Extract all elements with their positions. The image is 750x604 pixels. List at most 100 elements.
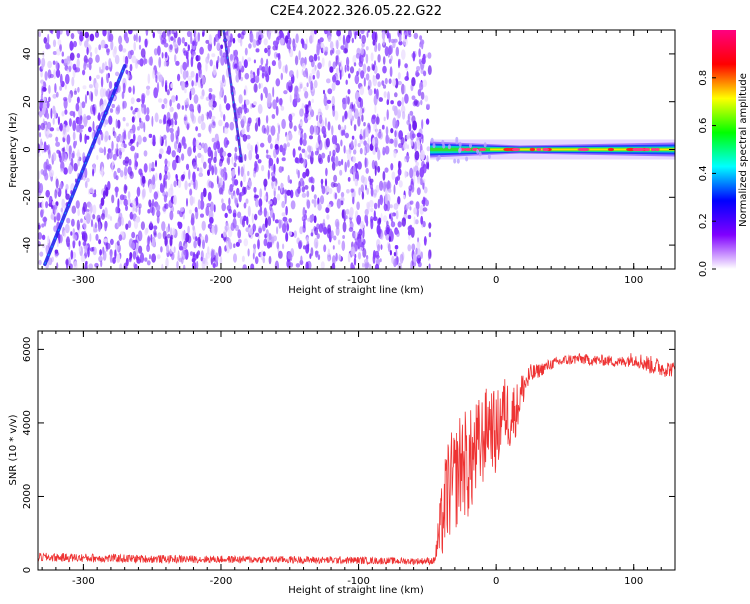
noise-speck — [387, 91, 390, 102]
noise-speck — [152, 69, 156, 79]
noise-speck — [377, 81, 382, 88]
noise-speck — [360, 30, 365, 35]
noise-speck — [245, 198, 249, 204]
noise-speck — [215, 252, 219, 263]
noise-speck — [102, 190, 106, 200]
noise-speck — [305, 244, 310, 254]
noise-speck — [173, 246, 176, 254]
noise-speck — [308, 55, 314, 63]
noise-speck — [72, 240, 76, 247]
noise-speck — [414, 219, 419, 225]
noise-speck — [201, 220, 206, 231]
noise-speck — [188, 169, 191, 180]
noise-speck — [146, 85, 151, 90]
noise-speck — [295, 263, 301, 268]
noise-speck — [313, 198, 317, 208]
noise-speck — [267, 216, 272, 227]
noise-speck — [253, 101, 257, 106]
noise-speck — [420, 68, 424, 75]
noise-speck — [207, 169, 210, 176]
noise-speck — [56, 239, 59, 248]
noise-speck — [127, 130, 131, 140]
noise-speck — [117, 221, 120, 228]
noise-speck — [200, 256, 203, 262]
noise-speck — [333, 235, 337, 241]
noise-speck — [310, 80, 313, 91]
noise-speck — [131, 55, 137, 64]
noise-speck — [261, 72, 265, 79]
noise-speck — [146, 107, 150, 116]
noise-speck — [415, 161, 419, 167]
noise-speck — [237, 229, 242, 239]
noise-speck — [187, 146, 192, 157]
noise-speck — [265, 115, 269, 124]
colorbar-ticks: 0.0 0.2 0.4 0.6 0.8 — [698, 70, 716, 277]
noise-speck — [49, 169, 55, 177]
noise-speck — [385, 224, 391, 234]
noise-speck — [100, 39, 106, 49]
noise-speck — [210, 150, 214, 161]
noise-speck — [417, 179, 421, 184]
noise-speck — [407, 244, 412, 252]
noise-speck — [310, 232, 314, 237]
noise-speck — [156, 215, 160, 224]
noise-speck — [270, 125, 276, 136]
noise-speck — [147, 73, 151, 84]
noise-speck — [105, 186, 109, 197]
noise-speck — [394, 245, 399, 250]
noise-speck — [411, 243, 416, 251]
noise-speck — [346, 152, 352, 161]
noise-speck — [104, 220, 107, 232]
noise-speck — [335, 80, 341, 86]
noise-speck — [38, 57, 41, 66]
noise-speck — [254, 213, 258, 221]
noise-speck — [280, 182, 284, 189]
noise-speck — [352, 196, 355, 205]
noise-speck — [258, 227, 262, 234]
noise-speck — [271, 181, 274, 190]
noise-speck — [218, 119, 223, 127]
noise-speck — [244, 72, 250, 80]
noise-speck — [136, 186, 141, 197]
signal-band-peak — [542, 147, 549, 152]
noise-speck — [137, 230, 143, 242]
noise-speck — [282, 223, 287, 234]
noise-speck — [75, 200, 80, 209]
noise-speck — [244, 47, 248, 56]
noise-speck — [148, 56, 153, 66]
noise-speck — [73, 90, 77, 95]
noise-speck — [103, 146, 107, 156]
noise-speck — [305, 104, 310, 115]
signal-band-peak — [632, 147, 642, 152]
noise-speck — [382, 146, 386, 156]
noise-speck — [173, 194, 177, 206]
noise-speck — [255, 198, 259, 208]
noise-speck — [393, 184, 396, 195]
noise-speck — [378, 180, 384, 191]
noise-speck — [57, 116, 61, 126]
noise-speck — [306, 199, 311, 209]
noise-speck — [259, 188, 263, 199]
noise-speck — [54, 249, 59, 254]
noise-speck — [310, 247, 314, 257]
noise-speck — [120, 147, 125, 153]
noise-speck — [161, 31, 167, 39]
noise-speck — [339, 70, 342, 80]
noise-speck — [153, 87, 159, 99]
noise-speck — [177, 179, 182, 188]
noise-speck — [366, 31, 369, 38]
noise-speck — [59, 183, 64, 190]
noise-speck — [381, 31, 386, 41]
noise-speck — [220, 50, 223, 56]
noise-speck — [317, 203, 322, 211]
noise-speck — [207, 191, 212, 202]
noise-speck — [288, 218, 293, 223]
noise-speck — [362, 262, 365, 268]
noise-speck — [205, 62, 208, 72]
noise-speck — [64, 83, 68, 90]
noise-speck — [229, 53, 234, 61]
noise-speck — [364, 213, 369, 224]
noise-speck — [260, 92, 263, 101]
noise-speck — [302, 138, 307, 147]
noise-speck — [204, 234, 209, 244]
